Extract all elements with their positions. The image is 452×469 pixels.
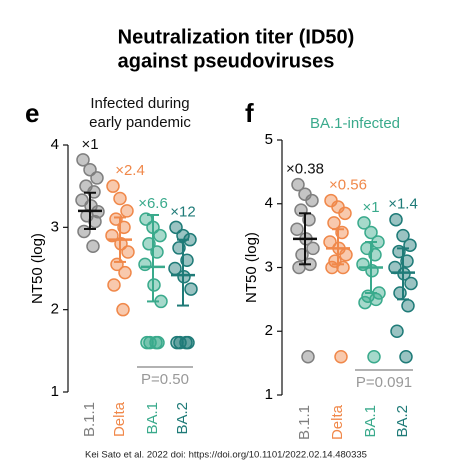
fold-change: ×0.38 [286, 161, 324, 178]
panel-subtitle: Infected during [90, 95, 189, 112]
data-point [116, 302, 130, 317]
panel-subtitle: early pandemic [89, 114, 191, 131]
data-point [367, 350, 381, 364]
y-tick-label: 3 [51, 218, 59, 235]
data-point [396, 228, 410, 243]
data-point [121, 245, 135, 259]
data-point [77, 224, 91, 239]
data-point [291, 177, 305, 192]
data-point [138, 257, 152, 272]
data-point [389, 212, 403, 227]
y-axis-label: NT50 (log) [243, 232, 260, 303]
data-point [338, 206, 352, 221]
x-tick-label: Delta [111, 401, 128, 437]
x-tick-label: BA.1 [144, 402, 161, 435]
data-point [113, 191, 127, 206]
fold-change: ×0.56 [329, 177, 367, 194]
fold-change: ×1.4 [388, 196, 418, 213]
data-point [357, 216, 371, 230]
y-tick-label: 2 [265, 322, 273, 339]
x-tick-label: BA.1 [362, 405, 379, 438]
x-tick-label: B.1.1 [296, 405, 313, 440]
title-line: Neutralization titer (ID50) [118, 26, 355, 48]
fold-change: ×2.4 [115, 162, 145, 179]
y-tick-label: 4 [265, 195, 273, 212]
title-line: against pseudoviruses [118, 50, 335, 72]
y-tick-label: 1 [265, 386, 273, 403]
source: Kei Sato et al. 2022 doi: https://doi.or… [85, 450, 367, 461]
data-point [149, 335, 163, 350]
data-point [90, 171, 104, 185]
data-point [86, 239, 100, 254]
data-point [301, 350, 315, 364]
data-point [306, 241, 320, 256]
data-point [106, 179, 120, 193]
panel-label: e [25, 98, 39, 128]
y-tick-label: 4 [51, 136, 59, 153]
y-tick-label: 3 [265, 258, 273, 275]
data-point [153, 228, 167, 243]
data-point [76, 153, 90, 167]
x-tick-label: Delta [329, 404, 346, 440]
p-value: P=0.091 [356, 374, 412, 391]
fold-change: ×6.6 [138, 195, 168, 212]
data-point [369, 292, 383, 307]
y-tick-label: 2 [51, 301, 59, 318]
panel-label: f [245, 98, 254, 128]
x-tick-label: BA.2 [174, 402, 191, 435]
data-point [290, 222, 304, 236]
data-point [364, 225, 378, 240]
y-tick-label: 5 [265, 131, 273, 148]
data-point [292, 260, 306, 275]
data-point [403, 238, 417, 252]
fold-change: ×12 [170, 203, 195, 220]
data-point [339, 248, 353, 262]
y-axis-label: NT50 (log) [29, 233, 46, 304]
fold-change: ×1 [362, 199, 379, 216]
data-point [404, 276, 418, 291]
data-point [358, 295, 372, 310]
data-point [107, 278, 121, 292]
data-point [179, 335, 193, 350]
data-point [120, 204, 134, 218]
data-point [184, 282, 198, 296]
panel-subtitle: BA.1-infected [310, 115, 400, 132]
data-point [334, 350, 348, 364]
data-point [399, 350, 413, 364]
fold-change: ×1 [81, 136, 98, 153]
data-point [305, 193, 319, 208]
p-value: P=0.50 [141, 371, 189, 388]
data-point [390, 324, 404, 338]
data-point [118, 265, 132, 280]
data-point [393, 286, 407, 300]
data-point [401, 299, 415, 313]
x-tick-label: B.1.1 [81, 402, 98, 437]
data-point [325, 260, 339, 275]
x-tick-label: BA.2 [394, 405, 411, 438]
y-tick-label: 1 [51, 383, 59, 400]
